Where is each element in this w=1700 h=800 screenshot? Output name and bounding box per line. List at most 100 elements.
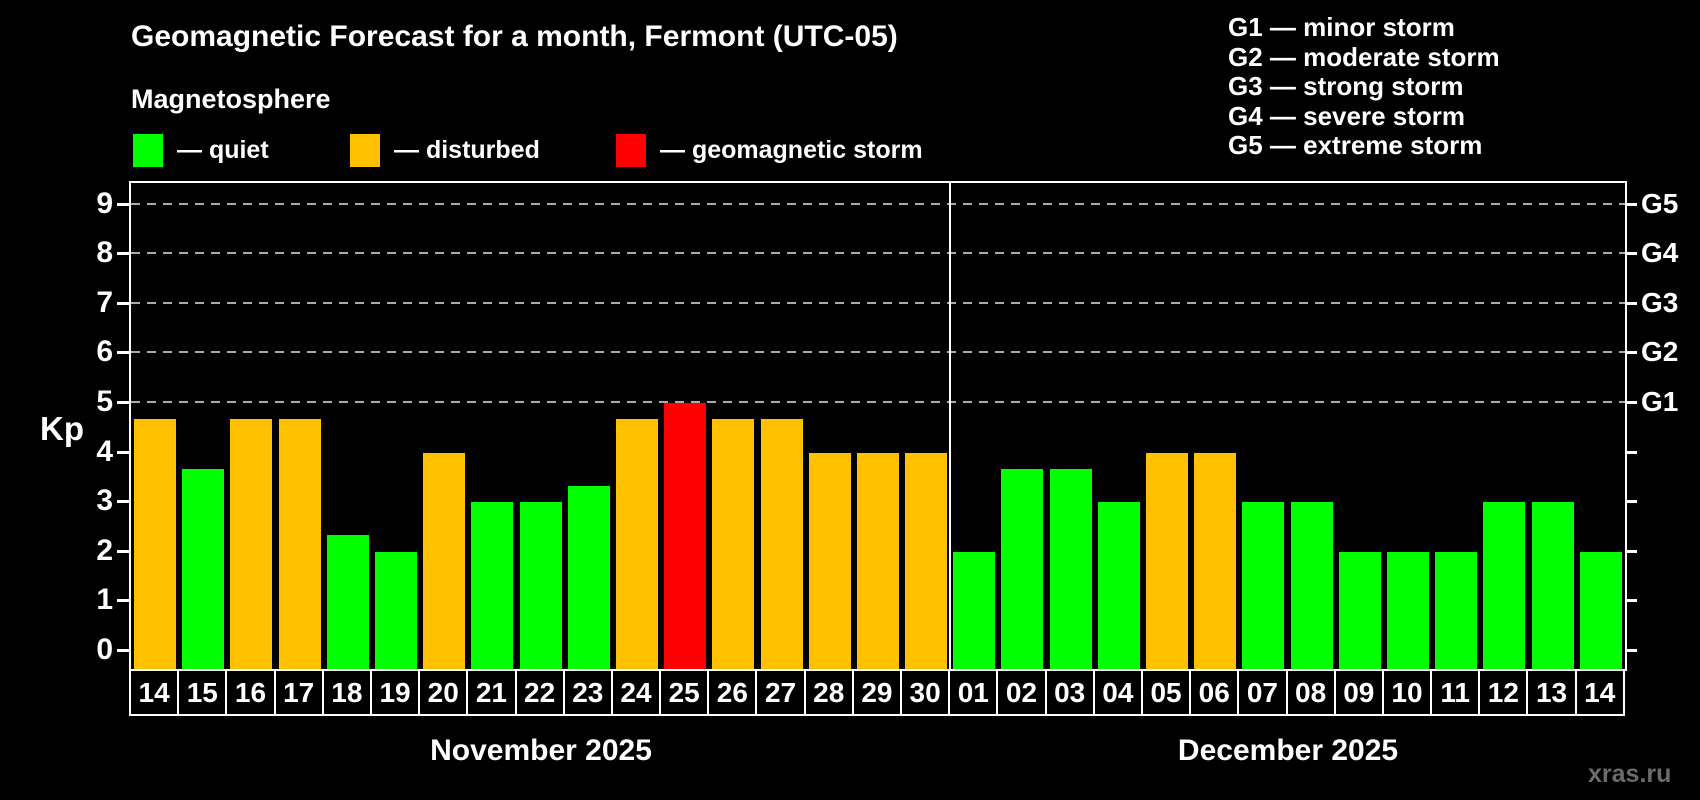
y-axis-tick-right	[1625, 252, 1637, 256]
day-label-cell: 21	[466, 669, 517, 716]
y-axis-tick-left	[117, 599, 129, 603]
kp-bar	[182, 468, 225, 671]
day-label-cell: 27	[755, 669, 806, 716]
gridline-kp9	[131, 202, 1625, 205]
y-axis-tick-left	[117, 450, 129, 454]
day-label-cell: 16	[225, 669, 276, 716]
day-label-cell: 15	[177, 669, 228, 716]
y-axis-tick-left	[117, 351, 129, 355]
y-axis-tick-right	[1625, 202, 1637, 206]
y-tick-label: 5	[96, 385, 113, 418]
kp-bar	[1290, 502, 1333, 671]
g-scale-label: G3	[1641, 286, 1679, 318]
day-label-cell: 22	[514, 669, 565, 716]
y-tick-label: 2	[96, 533, 113, 567]
y-tick-label: 6	[96, 335, 113, 369]
legend-item-disturbed: — disturbed	[350, 133, 540, 167]
day-label-cell: 26	[707, 669, 758, 716]
kp-bar	[664, 403, 707, 671]
kp-bar	[1338, 551, 1381, 671]
y-axis-tick-right	[1625, 301, 1637, 305]
kp-bar	[567, 485, 610, 671]
day-label-cell: 13	[1526, 669, 1577, 716]
chart-title: Geomagnetic Forecast for a month, Fermon…	[131, 20, 898, 53]
y-tick-label: 3	[96, 484, 113, 518]
y-axis-tick-left	[117, 301, 129, 305]
kp-bar	[856, 452, 899, 671]
day-label-cell: 14	[1574, 669, 1625, 716]
day-label-cell: 24	[610, 669, 662, 716]
kp-bar	[423, 452, 466, 671]
g-scale-label: G5	[1641, 187, 1679, 219]
kp-bar	[712, 419, 755, 671]
day-label-cell: 10	[1381, 669, 1433, 716]
g-scale-label: G2	[1641, 336, 1679, 368]
day-label-cell: 11	[1430, 669, 1481, 716]
g2-legend-line: G2 — moderate storm	[1228, 41, 1500, 72]
day-label-cell: 12	[1478, 669, 1529, 716]
y-axis-tick-right	[1625, 401, 1637, 404]
kp-bar	[374, 551, 417, 671]
xras-watermark: xras.ru	[1588, 760, 1672, 788]
day-label-cell: 09	[1333, 669, 1384, 716]
kp-bar	[1579, 551, 1622, 671]
day-axis-row: 14 15 16 17 18 19 20 21 22 23 24 25 26 27 28 29 30 01 02 03…	[129, 669, 1625, 716]
y-axis-tick-left	[117, 252, 129, 256]
kp-bar	[1387, 551, 1430, 671]
y-axis-tick-left	[117, 649, 129, 652]
y-axis-tick-right	[1625, 649, 1637, 652]
day-label-cell: 14	[129, 669, 180, 716]
day-label-cell: 17	[273, 669, 324, 716]
y-axis-tick-left	[117, 202, 129, 206]
gridline-kp5	[131, 401, 1625, 403]
kp-bar	[1001, 468, 1044, 671]
day-label-cell: 28	[803, 669, 854, 716]
kp-bar	[953, 551, 996, 671]
day-label-cell: 23	[562, 669, 613, 716]
kp-bar	[519, 502, 562, 671]
kp-bar	[808, 452, 851, 671]
gridline-kp6	[131, 351, 1625, 354]
kp-bar	[1097, 502, 1140, 671]
kp-bar	[1531, 502, 1574, 671]
month-separator-line	[949, 183, 952, 671]
day-label-cell: 02	[996, 669, 1047, 716]
y-axis-tick-left	[117, 549, 129, 553]
y-tick-label: 7	[96, 285, 113, 319]
g4-legend-line: G4 — severe storm	[1228, 100, 1466, 131]
quiet-color-swatch	[133, 133, 163, 167]
plot-area	[129, 181, 1627, 671]
y-tick-label: 8	[96, 236, 113, 270]
y-axis-tick-right	[1625, 500, 1637, 504]
g-scale-label: G1	[1641, 386, 1679, 417]
gridline-kp7	[131, 301, 1625, 304]
g-scale-label: G4	[1641, 237, 1679, 269]
month-label-november: November 2025	[430, 734, 652, 767]
kp-bar	[134, 419, 176, 671]
y-tick-label: 4	[96, 434, 113, 468]
legend-label-storm: — geomagnetic storm	[660, 135, 923, 164]
g-scale-legend: G1 — minor storm G2 — moderate storm G3 …	[1228, 12, 1500, 161]
day-label-cell: 04	[1092, 669, 1143, 716]
kp-bar	[471, 502, 514, 671]
y-axis-tick-right	[1625, 599, 1637, 603]
day-label-cell: 19	[369, 669, 421, 716]
kp-bar	[1435, 551, 1478, 671]
y-tick-label: 0	[96, 633, 113, 666]
kp-bar	[905, 452, 948, 671]
chart-subtitle: Magnetosphere	[131, 84, 331, 114]
kp-bar	[1194, 452, 1237, 671]
storm-color-swatch	[616, 133, 646, 167]
legend-item-quiet: — quiet	[133, 133, 269, 167]
kp-bar	[1049, 468, 1092, 671]
g1-legend-line: G1 — minor storm	[1228, 12, 1455, 42]
kp-bar	[278, 419, 321, 671]
g5-legend-line: G5 — extreme storm	[1228, 130, 1483, 160]
day-label-cell: 01	[948, 669, 999, 716]
day-label-cell: 30	[900, 669, 951, 716]
y-axis-tick-right	[1625, 549, 1637, 553]
g3-legend-line: G3 — strong storm	[1228, 71, 1464, 101]
y-axis-title: Kp	[40, 410, 84, 447]
legend-item-storm: — geomagnetic storm	[616, 133, 923, 167]
